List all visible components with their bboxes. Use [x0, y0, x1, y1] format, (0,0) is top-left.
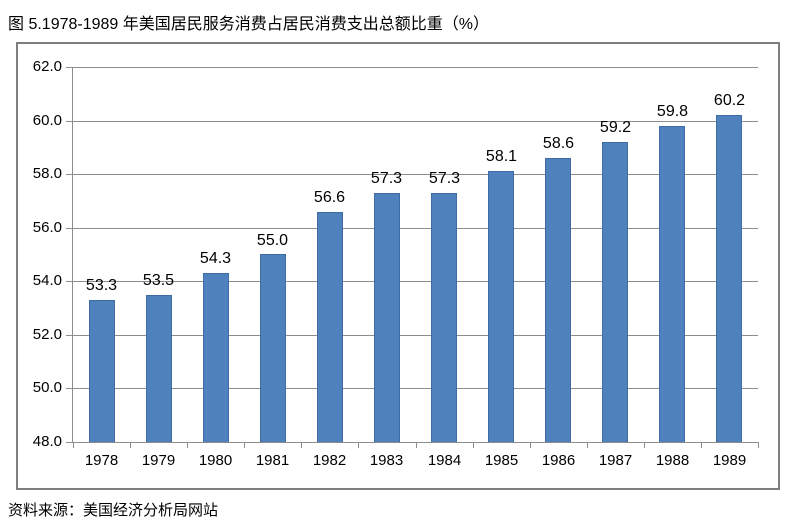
y-axis-tick — [66, 335, 72, 336]
y-axis-tick — [66, 67, 72, 68]
x-tick-label: 1979 — [141, 452, 176, 469]
x-tick-label: 1986 — [541, 452, 576, 469]
y-axis-labels: 62.0 60.0 58.0 56.0 54.0 52.0 50.0 48.0 — [18, 58, 72, 450]
bar-value-label: 59.8 — [656, 103, 689, 120]
x-tick-label: 1989 — [712, 452, 747, 469]
bar-value-label: 53.3 — [85, 277, 118, 294]
y-axis-tick — [66, 388, 72, 389]
source-note: 资料来源：美国经济分析局网站 — [8, 502, 219, 519]
bar — [374, 193, 400, 442]
bar — [89, 300, 115, 442]
bar — [602, 142, 628, 442]
bar-value-label: 57.3 — [428, 170, 461, 187]
x-axis-tick — [244, 442, 245, 448]
x-tick-label: 1984 — [427, 452, 462, 469]
y-axis-tick — [66, 228, 72, 229]
y-tick-label: 62.0 — [32, 58, 62, 75]
bar — [488, 171, 514, 442]
x-axis-tick — [130, 442, 131, 448]
chart-frame: 62.0 60.0 58.0 56.0 54.0 52.0 50.0 48.0 53.3 197… — [16, 42, 780, 490]
x-tick-label: 1981 — [255, 452, 290, 469]
x-tick-label: 1980 — [198, 452, 233, 469]
bar-value-label: 54.3 — [199, 250, 232, 267]
bar-value-label: 60.2 — [713, 92, 746, 109]
y-axis-tick — [66, 174, 72, 175]
bar-value-label: 57.3 — [370, 170, 403, 187]
gridline — [73, 121, 758, 122]
x-axis-tick — [187, 442, 188, 448]
y-tick-label: 56.0 — [32, 219, 62, 236]
gridline — [73, 67, 758, 68]
x-axis-tick — [301, 442, 302, 448]
y-tick-label: 52.0 — [32, 326, 62, 343]
bar-value-label: 53.5 — [142, 272, 175, 289]
x-axis-tick — [473, 442, 474, 448]
bar-value-label: 59.2 — [599, 119, 632, 136]
gridline — [73, 174, 758, 175]
bar — [146, 295, 172, 442]
bar — [659, 126, 685, 442]
bar-value-label: 55.0 — [256, 232, 289, 249]
gridline — [73, 228, 758, 229]
x-tick-label: 1987 — [598, 452, 633, 469]
bar-value-label: 58.1 — [485, 148, 518, 165]
bar-value-label: 58.6 — [542, 135, 575, 152]
x-axis-tick — [701, 442, 702, 448]
x-axis-tick — [416, 442, 417, 448]
x-tick-label: 1978 — [84, 452, 119, 469]
y-tick-label: 48.0 — [32, 433, 62, 450]
gridline — [73, 335, 758, 336]
x-tick-label: 1988 — [655, 452, 690, 469]
gridline — [73, 281, 758, 282]
y-axis-tick — [66, 281, 72, 282]
x-axis-tick — [758, 442, 759, 448]
y-tick-label: 58.0 — [32, 165, 62, 182]
bar — [203, 273, 229, 442]
bar — [545, 158, 571, 442]
x-tick-label: 1985 — [484, 452, 519, 469]
y-tick-label: 54.0 — [32, 272, 62, 289]
x-axis-tick — [530, 442, 531, 448]
y-tick-label: 50.0 — [32, 379, 62, 396]
x-axis-tick — [73, 442, 74, 448]
x-tick-label: 1983 — [369, 452, 404, 469]
gridline — [73, 388, 758, 389]
x-tick-label: 1982 — [312, 452, 347, 469]
x-axis-tick — [358, 442, 359, 448]
x-axis-tick — [644, 442, 645, 448]
bar — [716, 115, 742, 442]
y-tick-label: 60.0 — [32, 112, 62, 129]
plot-area: 53.3 1978 53.5 1979 54.3 1980 55.0 1981 56.6 1982… — [66, 67, 759, 469]
y-axis-tick — [66, 442, 72, 443]
x-axis-tick — [587, 442, 588, 448]
bar — [260, 254, 286, 442]
bar — [317, 212, 343, 442]
chart-title: 图 5.1978-1989 年美国居民服务消费占居民消费支出总额比重（%） — [8, 16, 489, 33]
y-axis-tick — [66, 121, 72, 122]
bar — [431, 193, 457, 442]
bar-value-label: 56.6 — [313, 189, 346, 206]
